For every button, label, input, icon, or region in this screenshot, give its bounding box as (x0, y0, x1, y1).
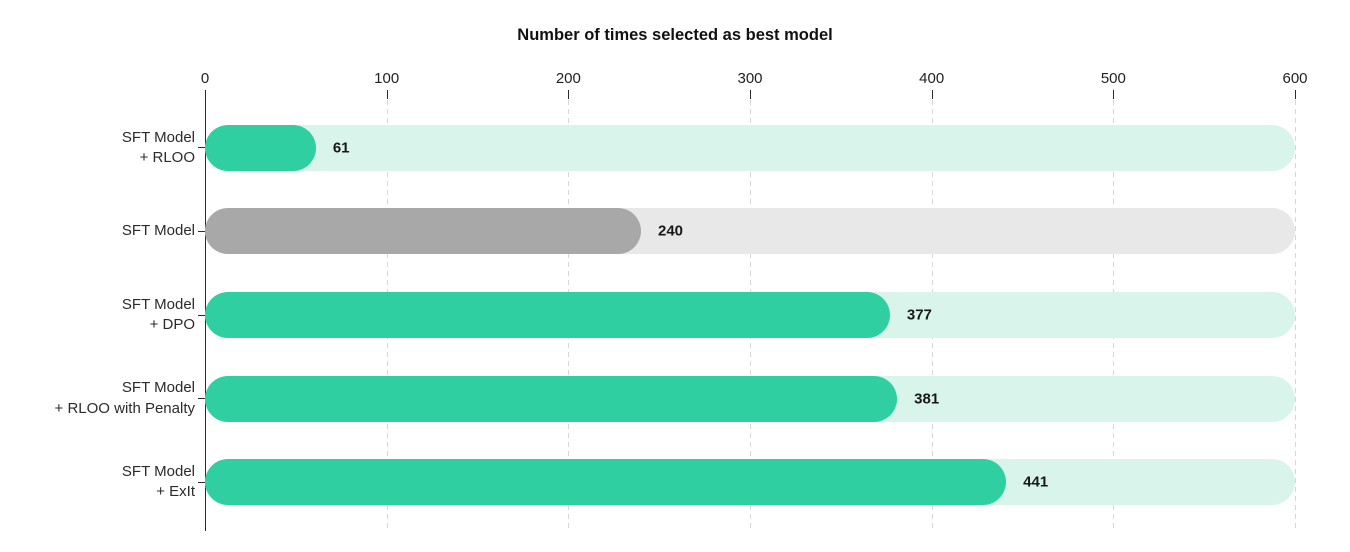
y-tick-mark (198, 314, 205, 316)
x-tick-mark (931, 90, 933, 99)
x-tick-label: 100 (374, 70, 400, 87)
x-tick-mark (386, 90, 388, 99)
x-tick-mark (750, 90, 751, 99)
bar-fill (205, 291, 890, 338)
bar-row: 240 (205, 190, 1295, 274)
bar-row: 61 (205, 106, 1295, 190)
x-tick-label: 300 (737, 70, 763, 87)
chart-title: Number of times selected as best model (517, 26, 833, 44)
y-tick-mark (198, 230, 205, 232)
category-label: SFT Model (0, 190, 195, 274)
x-tick-mark (1295, 90, 1296, 99)
y-tick-mark (198, 398, 205, 400)
category-label-text: SFT Model + ExIt (121, 462, 195, 501)
category-label-text: SFT Model + DPO (121, 295, 195, 333)
category-label-text: SFT Model + RLOO with Penalty (54, 379, 195, 417)
bar-fill (205, 459, 1007, 506)
category-label: SFT Model + RLOO (0, 106, 195, 190)
x-axis-tick-labels: 0 100 200 300 400 500 600 (201, 70, 1308, 90)
x-tick-label: 200 (555, 70, 581, 87)
x-tick-label: 400 (919, 70, 945, 87)
x-tick-label: 0 (200, 70, 210, 87)
bar-track (205, 124, 1295, 171)
x-axis-tick-marks (205, 90, 1296, 99)
bar-fill (205, 124, 316, 171)
category-label: SFT Model + DPO (0, 273, 195, 357)
bar-rows: 61 240 377 381 441 (205, 106, 1295, 524)
value-label: 61 (332, 139, 350, 157)
value-label: 441 (1023, 473, 1049, 491)
x-tick-mark (1113, 90, 1115, 99)
y-tick-mark (198, 481, 205, 483)
category-label-text: SFT Model + RLOO (121, 128, 195, 166)
category-label: SFT Model + ExIt (0, 440, 195, 524)
bar-row: 381 (205, 357, 1295, 441)
x-tick-mark (568, 90, 570, 99)
value-label: 240 (658, 222, 684, 240)
bar-row: 441 (205, 440, 1295, 524)
bar-fill (205, 375, 898, 422)
y-tick-mark (198, 147, 205, 149)
grid-line (1295, 100, 1296, 531)
bar-fill (205, 208, 641, 255)
category-label-text: SFT Model (121, 222, 195, 240)
value-label: 381 (914, 390, 940, 408)
y-axis-tick-marks (198, 106, 205, 524)
category-labels: SFT Model + RLOO SFT Model SFT Model + DPO SF… (0, 106, 195, 524)
bar-row: 377 (205, 273, 1295, 357)
category-label: SFT Model + RLOO with Penalty (0, 357, 195, 441)
x-tick-label: 600 (1282, 70, 1308, 87)
value-label: 377 (906, 306, 932, 324)
x-tick-label: 500 (1100, 70, 1126, 87)
